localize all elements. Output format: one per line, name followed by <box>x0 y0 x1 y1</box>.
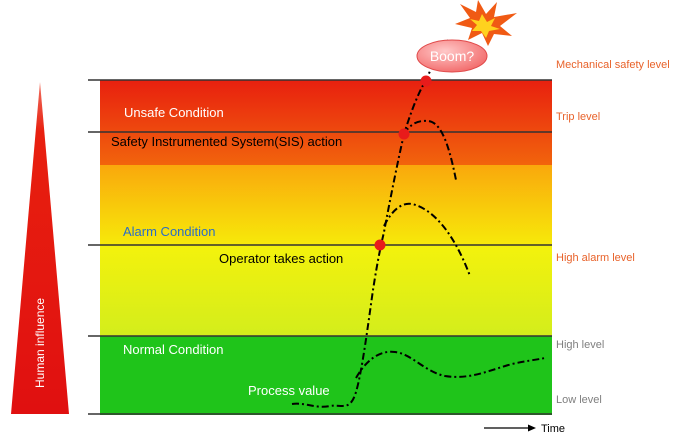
process-value-curve-main <box>291 39 449 408</box>
process-value-curve-alarm-branch <box>383 202 471 277</box>
time-label: Time <box>541 423 565 435</box>
explosion-core-icon <box>470 14 500 38</box>
mechanical-safety-level-label: Mechanical safety level <box>556 59 670 71</box>
normal-condition-label: Normal Condition <box>123 342 223 357</box>
unsafe-condition-label: Unsafe Condition <box>124 105 224 120</box>
boom-label: Boom? <box>430 48 475 64</box>
high-level-label: High level <box>556 339 604 351</box>
normal-zone <box>100 336 552 415</box>
operator-action-marker <box>374 239 386 251</box>
human-influence-label: Human influence <box>33 298 47 388</box>
process-value-label: Process value <box>248 383 330 398</box>
human-influence-triangle <box>11 82 69 414</box>
sis-action-label: Safety Instrumented System(SIS) action <box>111 134 342 149</box>
high-alarm-level-label: High alarm level <box>556 252 635 264</box>
time-arrowhead-icon <box>528 424 536 432</box>
low-level-label: Low level <box>556 394 602 406</box>
boom-bubble <box>416 39 488 73</box>
mechanical-limit-marker <box>420 75 432 87</box>
operator-action-label: Operator takes action <box>219 251 343 266</box>
process-value-curve-normal-branch <box>355 350 546 379</box>
alarm-condition-label: Alarm Condition <box>123 224 216 239</box>
alarm-zone <box>100 165 552 245</box>
sis-action-marker <box>398 128 410 140</box>
yellow-zone <box>100 245 552 336</box>
trip-level-label: Trip level <box>556 111 600 123</box>
